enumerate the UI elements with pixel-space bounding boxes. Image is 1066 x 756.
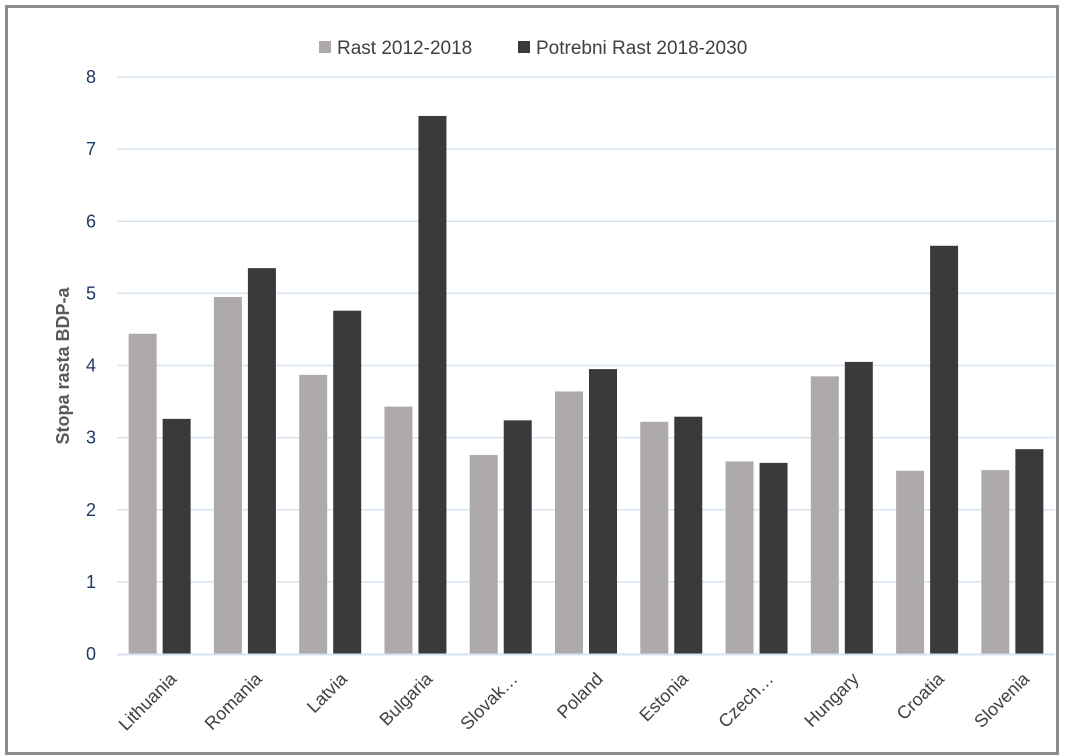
y-axis-ticks: 0 1 2 3 4 5 6 7 8 [86,67,96,664]
x-tick-label-croatia: Croatia [893,668,949,724]
y-tick-label-6: 6 [86,211,96,231]
y-tick-label-5: 5 [86,283,96,303]
x-tick-label-hungary: Hungary [800,669,862,731]
bar-latvia-series-1 [299,374,328,654]
y-tick-label-7: 7 [86,139,96,159]
bar-poland-series-1 [555,391,583,654]
x-tick-label-czech: Czech… [714,669,777,732]
bar-czech-series-1 [725,461,754,654]
bar-croatia-series-2 [930,245,959,654]
legend-label-potrebni-rast: Potrebni Rast 2018-2030 [536,38,747,59]
bar-bulgaria-series-1 [384,406,413,654]
legend: Rast 2012-2018 Potrebni Rast 2018-2030 [319,38,747,59]
bar-slovak-series-2 [503,420,532,654]
bar-bulgaria-series-2 [418,115,447,654]
x-tick-label-lithuania: Lithuania [115,668,182,735]
y-tick-label-8: 8 [86,67,96,87]
y-tick-label-1: 1 [86,572,96,592]
bar-slovenia-series-1 [981,470,1010,654]
legend-label-rast-2012-2018: Rast 2012-2018 [337,38,472,59]
bar-lithuania-series-1 [128,333,157,654]
legend-swatch-potrebni-rast [518,41,530,53]
bar-lithuania-series-2 [162,418,191,654]
bar-estonia-series-1 [640,421,669,654]
chart-frame [5,5,1059,755]
bar-croatia-series-1 [896,470,925,654]
x-axis-categories: Lithuania Romania Latvia Bulgaria Slovak… Pol… [115,668,1034,735]
x-tick-label-latvia: Latvia [303,668,352,717]
bar-estonia-series-2 [674,416,703,654]
bar-romania-series-1 [213,296,242,654]
y-tick-label-4: 4 [86,356,96,376]
x-tick-label-slovenia: Slovenia [970,668,1034,732]
bar-romania-series-2 [247,268,276,654]
x-tick-label-poland: Poland [553,669,607,723]
y-axis-label: Stopa rasta BDP-a [53,286,73,444]
bar-czech-series-2 [759,462,788,654]
bar-slovak-series-1 [469,454,498,654]
x-tick-label-estonia: Estonia [635,668,692,725]
x-tick-label-romania: Romania [201,668,267,734]
bar-hungary-series-2 [844,361,873,654]
y-tick-label-3: 3 [86,428,96,448]
bars [128,115,1044,654]
bar-latvia-series-2 [333,310,362,654]
bar-slovenia-series-2 [1015,449,1044,654]
y-tick-label-2: 2 [86,500,96,520]
x-tick-label-bulgaria: Bulgaria [375,668,437,730]
legend-swatch-rast-2012-2018 [319,41,331,53]
x-tick-label-slovak: Slovak… [456,669,521,734]
bar-hungary-series-1 [810,376,839,654]
bar-poland-series-2 [589,369,617,654]
y-tick-label-0: 0 [86,644,96,664]
